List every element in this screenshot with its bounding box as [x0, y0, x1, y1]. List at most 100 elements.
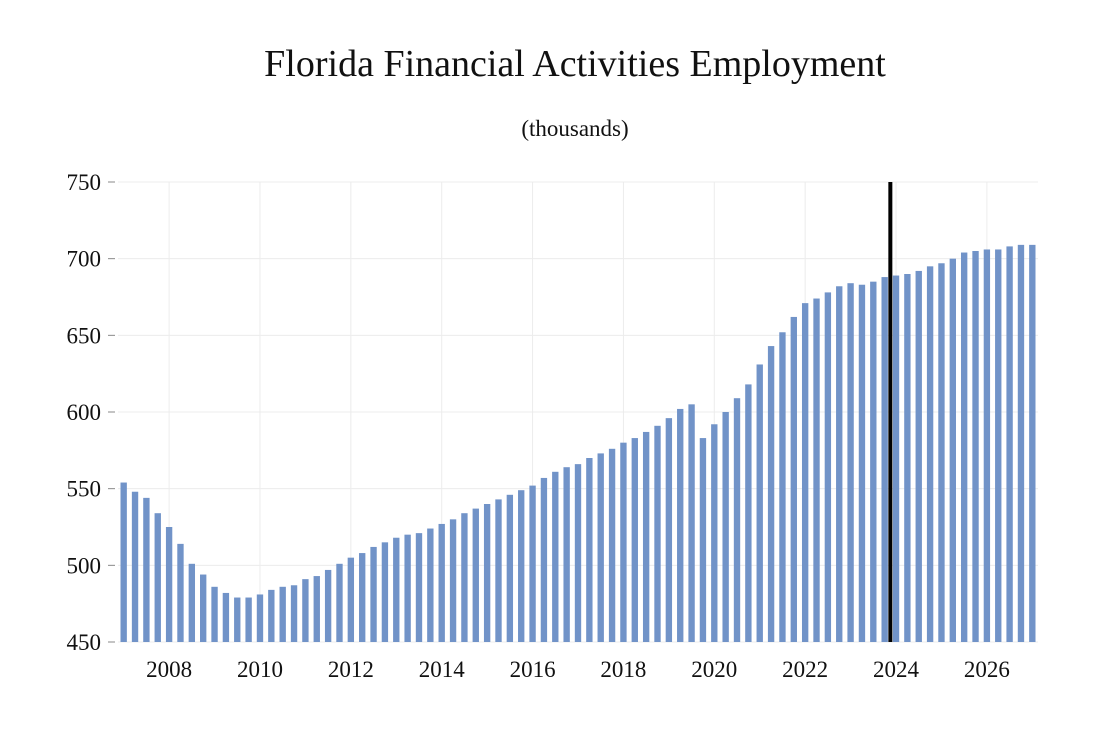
bar	[1017, 244, 1025, 642]
bar	[847, 283, 854, 642]
bar	[824, 292, 832, 642]
bar	[563, 467, 570, 642]
bar	[495, 499, 502, 642]
bar	[688, 404, 695, 642]
bar	[347, 557, 355, 642]
x-tick-label: 2008	[146, 657, 192, 682]
bar	[404, 534, 411, 642]
bar	[154, 513, 161, 642]
bar	[234, 597, 241, 642]
x-tick-label: 2026	[964, 657, 1010, 682]
x-tick-label: 2010	[237, 657, 283, 682]
bar	[983, 249, 991, 642]
bar	[892, 275, 900, 642]
x-tick-label: 2014	[419, 657, 466, 682]
bar	[767, 346, 775, 642]
bar	[677, 408, 684, 642]
y-tick-label: 550	[67, 477, 102, 502]
bar	[370, 546, 377, 642]
bar	[143, 497, 150, 642]
bar	[608, 448, 616, 642]
bar	[960, 252, 968, 643]
x-tick-label: 2016	[510, 657, 556, 682]
y-tick-label: 450	[67, 630, 102, 655]
bar	[949, 258, 956, 642]
bar	[359, 553, 366, 642]
bar	[279, 586, 286, 642]
bar	[699, 438, 707, 642]
bar	[120, 482, 127, 642]
bar	[733, 398, 741, 642]
bar	[654, 425, 661, 642]
bar	[620, 442, 627, 642]
bar	[461, 513, 468, 642]
bar	[813, 298, 820, 642]
bar	[552, 471, 559, 642]
bar	[393, 537, 400, 642]
bar	[415, 533, 423, 642]
bar	[631, 438, 638, 642]
bar	[256, 594, 264, 642]
bar	[540, 477, 548, 642]
x-tick-label: 2020	[691, 657, 737, 682]
bar	[836, 286, 843, 642]
bar	[926, 266, 934, 642]
bar	[995, 249, 1002, 642]
bar	[313, 576, 320, 642]
bar	[722, 412, 729, 642]
bar	[915, 270, 922, 642]
bar	[131, 491, 139, 642]
bar	[222, 592, 230, 642]
bar	[779, 332, 786, 642]
bar	[472, 508, 479, 642]
bar	[324, 569, 332, 642]
bar	[938, 263, 945, 642]
y-tick-label: 750	[67, 170, 102, 195]
x-tick-label: 2018	[600, 657, 646, 682]
bar	[268, 589, 275, 642]
bar-series	[120, 244, 1036, 643]
bar	[586, 458, 593, 642]
bar	[336, 563, 343, 642]
bar	[518, 490, 525, 642]
bar	[529, 485, 536, 642]
y-tick-label: 650	[67, 323, 102, 348]
bar	[302, 579, 309, 642]
bar	[449, 519, 457, 642]
x-tick-label: 2024	[873, 657, 920, 682]
bar	[381, 542, 389, 642]
y-tick-label: 500	[67, 553, 102, 578]
x-tick-label: 2012	[328, 657, 374, 682]
bar	[665, 418, 673, 642]
bar	[972, 251, 979, 642]
bar	[756, 364, 763, 642]
y-tick-label: 700	[67, 247, 102, 272]
bar	[801, 303, 809, 642]
bar	[188, 563, 196, 642]
bar	[790, 316, 797, 642]
bar	[427, 528, 434, 642]
bar	[574, 464, 582, 642]
y-tick-label: 600	[67, 400, 102, 425]
bar	[642, 431, 650, 642]
bar	[483, 504, 491, 642]
bar	[245, 597, 252, 642]
chart-subtitle: (thousands)	[521, 116, 629, 141]
bar	[745, 384, 752, 642]
bar	[1029, 244, 1036, 642]
axes: 450 500 550 600 650 700 750 2008 2010 2012 2014 201…	[67, 170, 1010, 682]
bar	[211, 586, 218, 642]
bar	[1006, 246, 1013, 642]
bar	[870, 281, 877, 642]
bar	[597, 453, 604, 642]
bar	[858, 284, 866, 642]
bar	[881, 277, 888, 642]
bar	[438, 523, 445, 642]
bar	[177, 543, 184, 642]
bar	[165, 527, 173, 642]
bar	[904, 274, 911, 642]
bar	[290, 585, 298, 642]
bar	[506, 494, 514, 642]
x-tick-label: 2022	[782, 657, 828, 682]
